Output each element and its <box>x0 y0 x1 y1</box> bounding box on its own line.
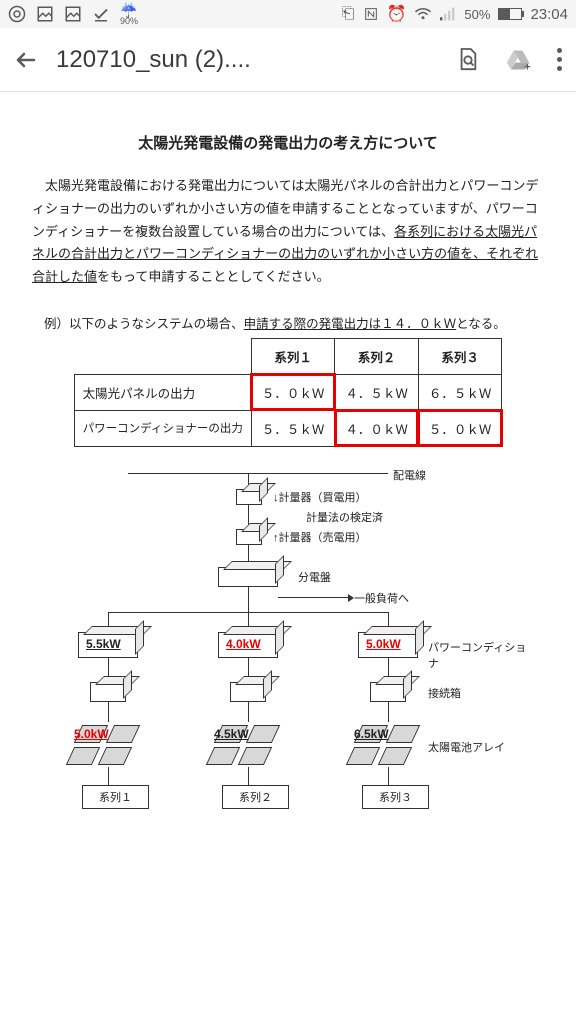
table-header-row: 系列１ 系列２ 系列３ <box>74 338 502 374</box>
inverter-value: 5.5kW <box>86 637 121 651</box>
example-underline: 申請する際の発電出力は１４．０ｋＷ <box>244 317 457 331</box>
example-label: 例）以下のようなシステムの場合、申請する際の発電出力は１４．０ｋＷとなる。 <box>32 313 544 332</box>
example-post: となる。 <box>456 317 506 331</box>
table-row: パワーコンディショナーの出力 ５．５ｋＷ ４．０ｋＷ ５．０ｋＷ <box>74 410 502 446</box>
solar-panel <box>246 725 280 743</box>
back-icon[interactable] <box>14 48 38 72</box>
col-header: 系列１ <box>251 338 335 374</box>
wifi-icon <box>414 7 432 21</box>
status-bar: ☔ 90% ⎗ ⏰ 50% 23:04 <box>0 0 576 28</box>
nfc-icon <box>363 6 379 22</box>
image-icon <box>64 5 82 23</box>
junction-label: 接続箱 <box>428 685 461 701</box>
power-cond-label: パワーコンディショナ <box>428 639 528 671</box>
document-title: 120710_sun (2).... <box>56 46 439 74</box>
junction-box <box>370 682 406 702</box>
body-paragraph: 太陽光発電設備における発電出力については太陽光パネルの合計出力とパワーコンディシ… <box>32 175 544 289</box>
table-cell: ５．０ｋＷ <box>418 410 502 446</box>
series-label: 系列１ <box>82 785 149 809</box>
battery-percent: 50% <box>464 7 490 22</box>
dist-board-label: 分電盤 <box>298 569 331 585</box>
dist-line-label: 配電線 <box>393 467 426 483</box>
solar-panel <box>238 747 272 765</box>
app-bar: 120710_sun (2).... + <box>0 28 576 92</box>
meter-buy-label: ↓計量器（買電用） <box>273 489 367 505</box>
junction-box <box>230 682 266 702</box>
document-content: 太陽光発電設備の発電出力の考え方について 太陽光発電設備における発電出力について… <box>0 92 576 847</box>
svg-text:+: + <box>524 61 531 72</box>
table-cell: ４．０ｋＷ <box>335 410 419 446</box>
array-value: 6.5kW <box>354 727 389 741</box>
solar-panel <box>106 725 140 743</box>
signal-icon <box>440 7 456 21</box>
status-left: ☔ 90% <box>8 3 138 26</box>
find-in-page-icon[interactable] <box>457 47 479 73</box>
series-label: 系列２ <box>222 785 289 809</box>
series-label: 系列３ <box>362 785 429 809</box>
solar-array-label: 太陽電池アレイ <box>428 739 505 755</box>
meter-sell-label: ↑計量器（売電用） <box>273 529 367 545</box>
chrome-icon <box>8 5 26 23</box>
drive-add-icon[interactable]: + <box>505 48 531 72</box>
meter-sell-box <box>236 529 262 545</box>
table-cell: ５．５ｋＷ <box>251 410 335 446</box>
inverter-value: 5.0kW <box>366 637 401 651</box>
bluetooth-icon: ⎗ <box>342 5 355 23</box>
row-header: 太陽光パネルの出力 <box>74 374 251 410</box>
to-load-label: 一般負荷へ <box>354 590 409 606</box>
col-header: 系列２ <box>335 338 419 374</box>
weather-percent: 90% <box>120 17 138 26</box>
weather-icon: ☔ 90% <box>120 3 138 26</box>
solar-panel <box>378 747 412 765</box>
table-cell: ６．５ｋＷ <box>418 374 502 410</box>
solar-panel <box>386 725 420 743</box>
table-cell: ５．０ｋＷ <box>251 374 335 410</box>
solar-panel <box>98 747 132 765</box>
system-diagram: 配電線 ↓計量器（買電用） 計量法の検定済 ↑計量器（売電用） 分電盤 一般負荷… <box>48 467 528 837</box>
meter-buy-box <box>236 489 262 505</box>
page-title: 太陽光発電設備の発電出力の考え方について <box>32 132 544 153</box>
inverter-value: 4.0kW <box>226 637 261 651</box>
para-post: をもって申請することとしてください。 <box>97 269 330 284</box>
row-header: パワーコンディショナーの出力 <box>74 410 251 446</box>
dist-board-box <box>218 567 278 587</box>
array-value: 5.0kW <box>74 727 109 741</box>
check-icon <box>92 5 110 23</box>
table-corner <box>74 338 251 374</box>
alarm-icon: ⏰ <box>387 4 407 24</box>
junction-box <box>90 682 126 702</box>
status-right: ⎗ ⏰ 50% 23:04 <box>342 4 568 24</box>
col-header: 系列３ <box>418 338 502 374</box>
meter-law-label: 計量法の検定済 <box>306 509 383 525</box>
more-icon[interactable] <box>557 48 562 71</box>
output-table: 系列１ 系列２ 系列３ 太陽光パネルの出力 ５．０ｋＷ ４．５ｋＷ ６．５ｋＷ … <box>74 338 503 447</box>
solar-panel <box>206 747 240 765</box>
table-cell: ４．５ｋＷ <box>335 374 419 410</box>
table-row: 太陽光パネルの出力 ５．０ｋＷ ４．５ｋＷ ６．５ｋＷ <box>74 374 502 410</box>
array-value: 4.5kW <box>214 727 249 741</box>
clock-time: 23:04 <box>530 6 568 23</box>
solar-panel <box>66 747 100 765</box>
solar-panel <box>346 747 380 765</box>
battery-icon <box>498 8 522 20</box>
image-icon <box>36 5 54 23</box>
example-pre: 例）以下のようなシステムの場合、 <box>44 317 244 331</box>
